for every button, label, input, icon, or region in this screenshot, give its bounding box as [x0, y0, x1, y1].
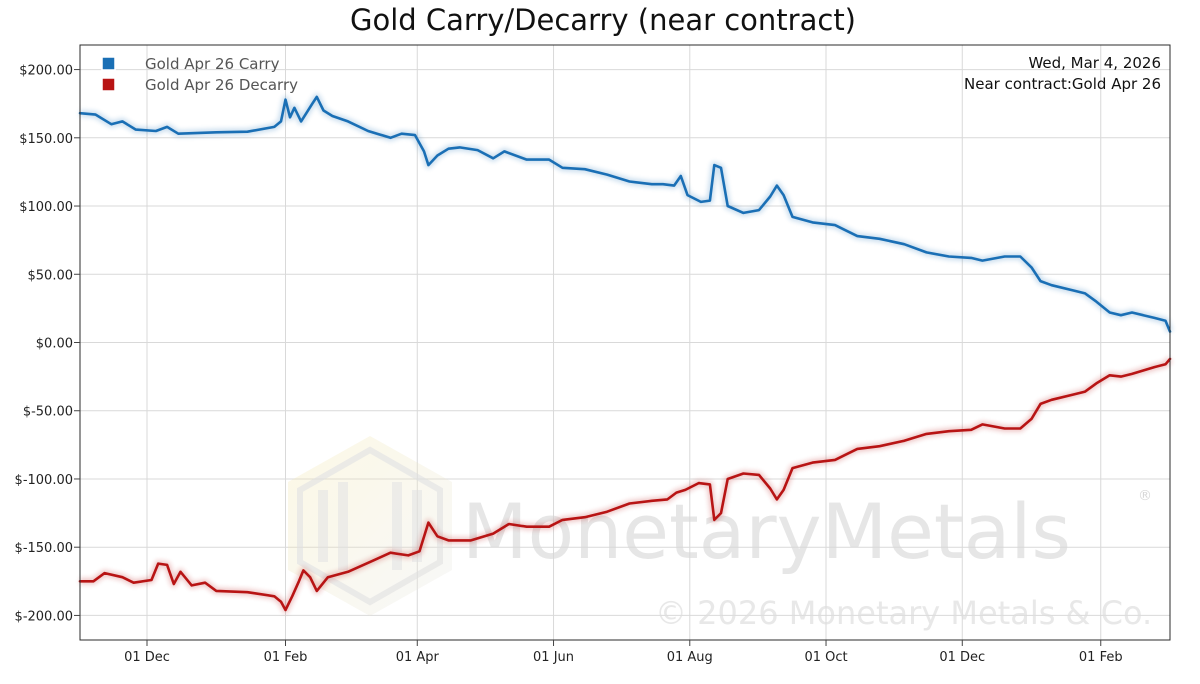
y-tick-label: $100.00	[19, 200, 73, 215]
x-tick-label: 01 Aug	[667, 650, 713, 665]
x-tick-label: 01 Jun	[533, 650, 574, 665]
y-tick-label: $50.00	[28, 268, 74, 283]
watermark: MonetaryMetals ® © 2026 Monetary Metals …	[288, 436, 1152, 632]
y-tick-label: $150.00	[19, 132, 73, 147]
series-layer	[78, 93, 1174, 614]
legend-label-decarry: Gold Apr 26 Decarry	[145, 76, 298, 94]
y-tick-label: $0.00	[36, 337, 73, 352]
logo-mark	[288, 436, 452, 616]
chart-title: Gold Carry/Decarry (near contract)	[350, 3, 856, 37]
watermark-registered: ®	[1138, 488, 1152, 504]
series-decarry-line	[78, 357, 1172, 612]
y-tick-label: $-200.00	[15, 609, 73, 624]
legend-label-carry: Gold Apr 26 Carry	[145, 55, 280, 73]
y-tick-label: $-150.00	[15, 541, 73, 556]
x-tick-label: 01 Feb	[1079, 650, 1123, 665]
date-label: Wed, Mar 4, 2026	[1028, 54, 1161, 72]
x-tick-label: 01 Dec	[939, 650, 985, 665]
grid	[80, 45, 1170, 640]
y-tick-label: $-50.00	[23, 405, 73, 420]
x-tick-label: 01 Dec	[124, 650, 170, 665]
x-tick-label: 01 Oct	[804, 650, 847, 665]
x-tick-label: 01 Apr	[396, 650, 440, 665]
legend-swatch-decarry	[101, 77, 116, 92]
y-tick-label: $200.00	[19, 64, 73, 79]
x-tick-label: 01 Feb	[264, 650, 308, 665]
contract-label: Near contract:Gold Apr 26	[964, 75, 1161, 93]
x-axis: 01 Dec 01 Feb 01 Apr 01 Jun 01 Aug 01 Oct 01 D…	[124, 640, 1123, 665]
legend: Gold Apr 26 Carry Gold Apr 26 Decarry	[101, 55, 298, 94]
watermark-brand: MonetaryMetals	[462, 487, 1071, 576]
legend-swatch-carry	[101, 56, 116, 71]
y-axis: $200.00 $150.00 $100.00 $50.00 $0.00 $-50.00 $…	[15, 64, 80, 624]
series-carry-line	[78, 95, 1172, 333]
y-tick-label: $-100.00	[15, 473, 73, 488]
watermark-copyright: © 2026 Monetary Metals & Co.	[655, 594, 1152, 632]
